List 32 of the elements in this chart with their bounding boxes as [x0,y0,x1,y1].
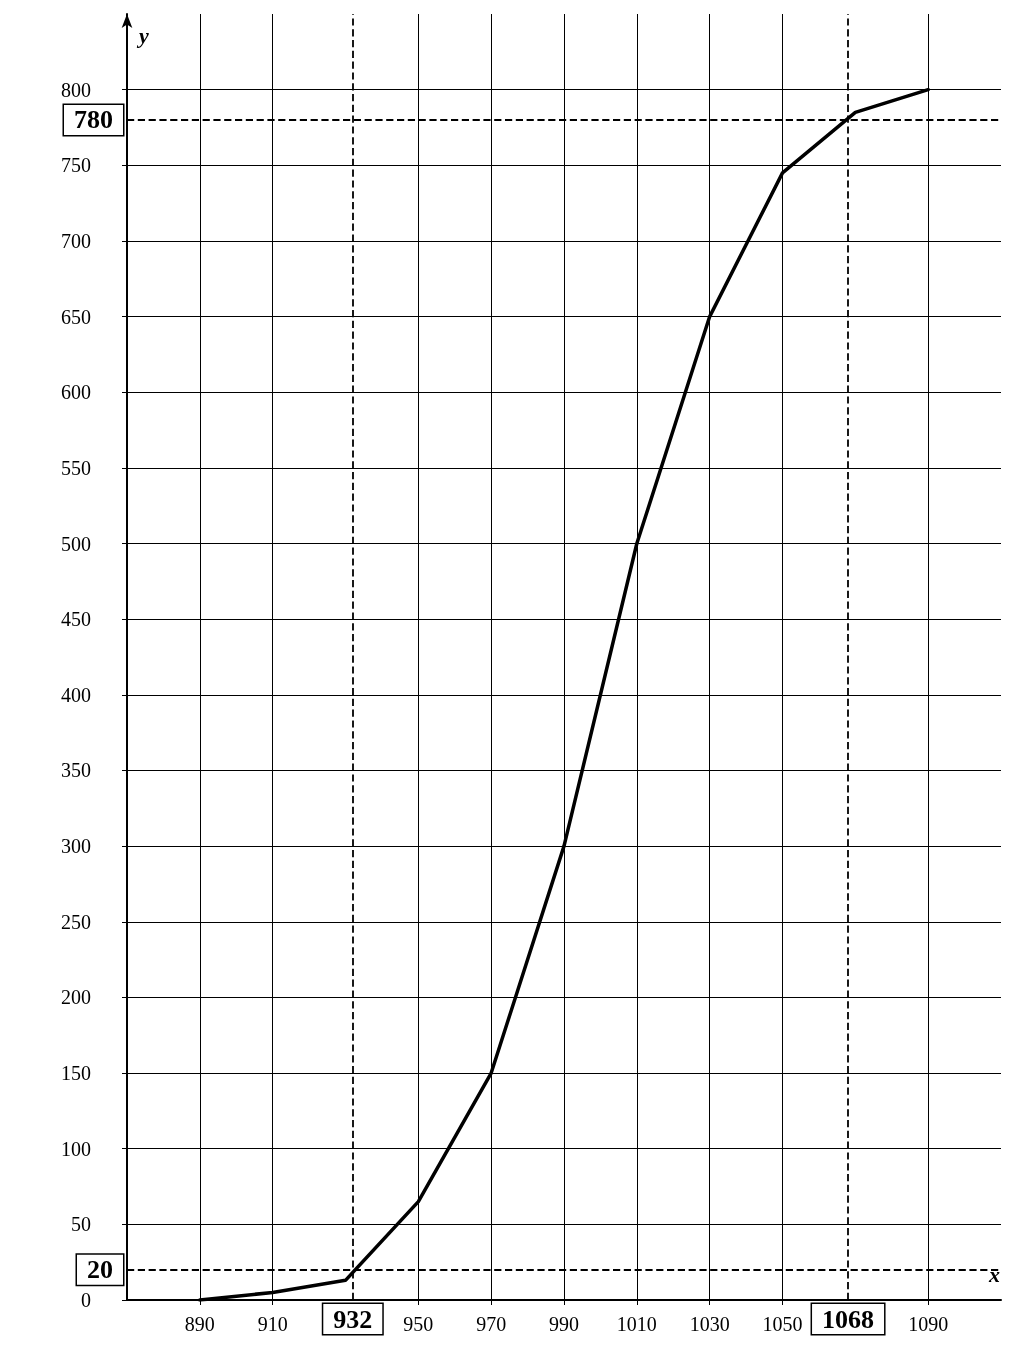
x-tick-label: 890 [184,1313,215,1335]
ref-line-label: 780 [74,105,113,135]
y-tick-label: 600 [61,381,91,404]
y-tick-label: 800 [61,78,91,101]
x-axis-title: x [988,1261,1000,1287]
y-tick-label: 700 [61,229,91,252]
y-tick-label: 50 [71,1213,91,1236]
y-axis-title: y [136,22,149,48]
x-tick-label: 1090 [908,1313,949,1335]
ref-line-label: 20 [87,1255,113,1285]
y-tick-label: 450 [61,608,91,631]
x-tick-label: 910 [257,1313,288,1335]
x-tick-label: 1010 [616,1313,657,1335]
y-tick-label: 0 [81,1289,91,1311]
x-tick-label: 970 [476,1313,507,1335]
x-tick-label: 990 [549,1313,579,1335]
x-tick-label: 950 [403,1313,434,1335]
y-tick-label: 750 [61,154,91,177]
y-tick-label: 650 [61,305,91,328]
y-tick-label: 200 [61,986,91,1009]
ref-line-label: 1068 [822,1304,875,1334]
y-tick-label: 100 [61,1137,91,1160]
y-tick-label: 350 [61,759,91,782]
y-tick-label: 250 [61,910,91,933]
y-tick-label: 300 [61,835,91,858]
ref-line-label: 932 [333,1304,373,1334]
y-tick-label: 400 [61,683,91,706]
x-tick-label: 1030 [689,1313,730,1335]
x-tick-label: 1050 [762,1313,803,1335]
y-tick-label: 500 [61,532,91,555]
y-tick-label: 150 [61,1062,91,1085]
y-tick-label: 550 [61,456,91,479]
